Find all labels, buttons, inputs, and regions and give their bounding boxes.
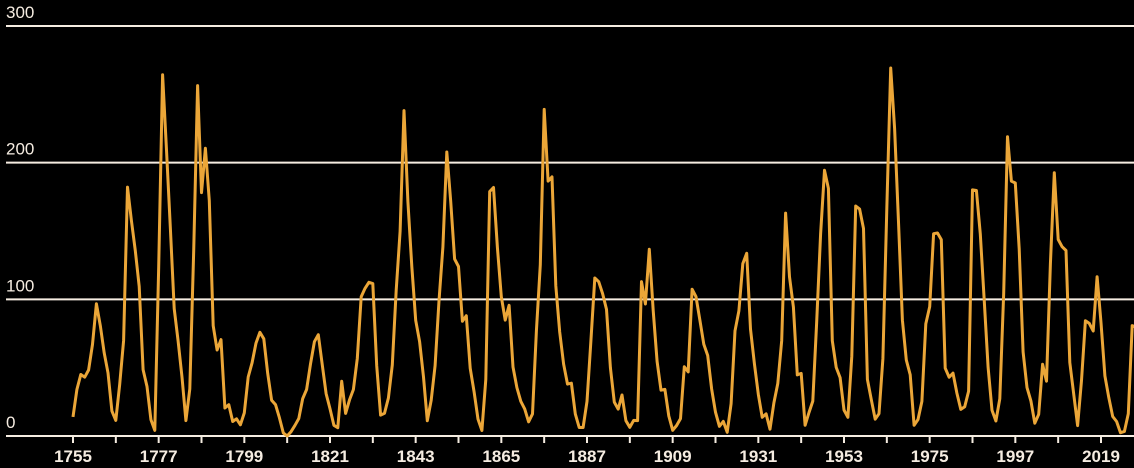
gridlines [6, 25, 1134, 437]
sunspot-series-line [71, 66, 1134, 438]
y-tick-label: 200 [6, 140, 34, 159]
x-tick-label: 1755 [54, 447, 92, 466]
x-tick-label: 1777 [140, 447, 178, 466]
y-tick-label: 100 [6, 276, 34, 295]
x-tick-label: 1953 [825, 447, 863, 466]
x-tick-label: 1931 [739, 447, 777, 466]
x-tick-label: 1843 [397, 447, 435, 466]
x-tick-label: 1909 [654, 447, 692, 466]
y-tick-label: 0 [6, 413, 15, 432]
x-axis: 1755 1777 1799 1821 1843 1865 1887 1909 1931 1953… [54, 436, 1120, 466]
y-tick-label: 300 [6, 3, 34, 22]
x-tick-label: 1865 [482, 447, 520, 466]
x-tick-label: 1821 [311, 447, 349, 466]
x-tick-label: 2019 [1082, 447, 1120, 466]
x-tick-label: 1887 [568, 447, 606, 466]
x-tick-label: 1799 [225, 447, 263, 466]
x-tick-label: 1997 [996, 447, 1034, 466]
y-axis-labels: 0 100 200 300 [6, 3, 34, 432]
x-tick-label: 1975 [911, 447, 949, 466]
